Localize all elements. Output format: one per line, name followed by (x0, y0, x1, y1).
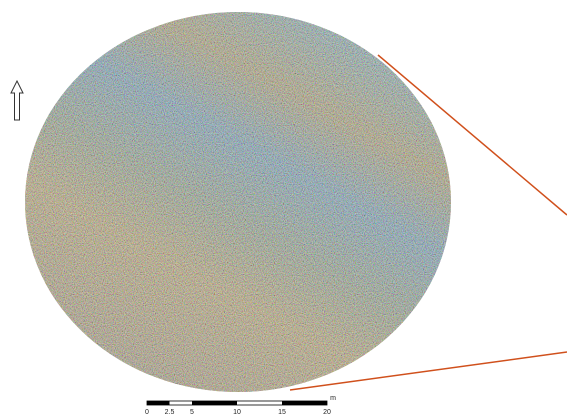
scale-label: 15 (278, 409, 286, 416)
scale-label: 20 (323, 409, 331, 416)
north-arrow (11, 81, 23, 120)
scale-label: 10 (233, 409, 241, 416)
scale-unit: m (330, 395, 336, 402)
map: 0 2.5 5 10 15 20 m (0, 0, 567, 419)
page: 0 2.5 5 10 15 20 m (() => { const data =… (0, 0, 567, 419)
scale-label: 0 (145, 409, 149, 416)
scale-bar: 0 2.5 5 10 15 20 m (145, 395, 336, 416)
scale-label: 5 (190, 409, 194, 416)
scale-label: 2.5 (165, 409, 175, 416)
raster-disc (25, 12, 451, 392)
